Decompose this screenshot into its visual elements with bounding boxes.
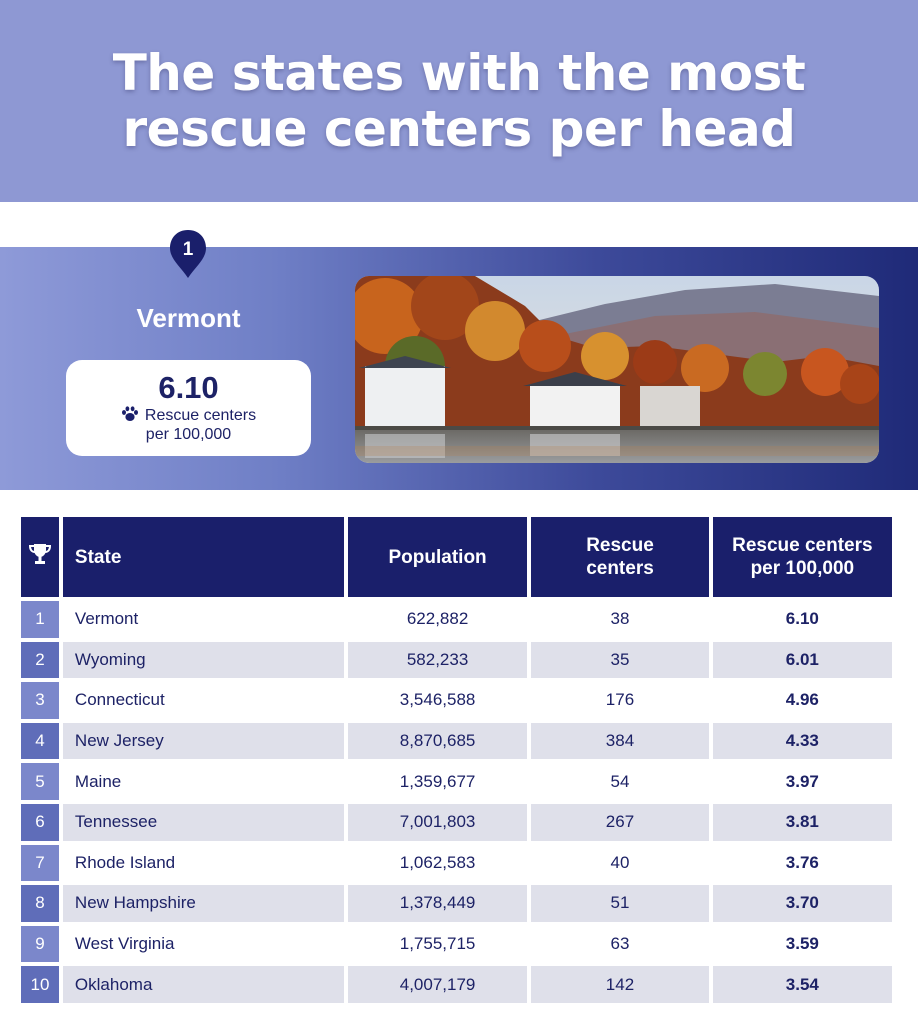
page-title: The states with the most rescue centers … <box>59 45 859 157</box>
table-row: 4 New Jersey 8,870,685 384 4.33 <box>21 722 892 760</box>
lakeside-houses-photo <box>355 276 879 463</box>
table-row: 7 Rhode Island 1,062,583 40 3.76 <box>21 844 892 882</box>
centers-cell: 63 <box>531 925 709 963</box>
rate-cell: 3.59 <box>712 925 892 963</box>
table-row: 8 New Hampshire 1,378,449 51 3.70 <box>21 885 892 922</box>
centers-cell: 38 <box>531 601 709 638</box>
rate-cell: 3.76 <box>712 844 892 882</box>
state-cell: New Jersey <box>62 722 344 760</box>
rate-cell: 6.01 <box>712 641 892 679</box>
population-cell: 1,755,715 <box>347 925 528 963</box>
population-cell: 8,870,685 <box>347 722 528 760</box>
paw-icon <box>121 406 138 421</box>
title-banner: The states with the most rescue centers … <box>0 0 918 202</box>
feature-stat-card: 6.10 Rescue centers per 100,000 <box>66 360 311 456</box>
location-pin-icon: 1 <box>170 230 206 278</box>
state-header: State <box>62 517 344 597</box>
table-row: 6 Tennessee 7,001,803 267 3.81 <box>21 803 892 841</box>
rankings-table: State Population Rescue centers Rescue c… <box>21 517 896 1007</box>
rate-cell: 6.10 <box>712 601 892 638</box>
rate-cell: 3.81 <box>712 803 892 841</box>
state-cell: Maine <box>62 763 344 800</box>
table-row: 2 Wyoming 582,233 35 6.01 <box>21 641 892 679</box>
table-row: 10 Oklahoma 4,007,179 142 3.54 <box>21 966 892 1003</box>
feature-state-name: Vermont <box>136 303 241 333</box>
population-cell: 622,882 <box>347 601 528 638</box>
table-row: 9 West Virginia 1,755,715 63 3.59 <box>21 925 892 963</box>
population-cell: 3,546,588 <box>347 682 528 719</box>
rank-cell: 4 <box>21 722 59 760</box>
trophy-icon <box>28 544 51 564</box>
rescue-centers-header: Rescue centers <box>531 517 709 597</box>
rank-cell: 7 <box>21 844 59 882</box>
population-cell: 582,233 <box>347 641 528 679</box>
feature-stat-value: 6.10 <box>158 370 219 405</box>
rank-cell: 9 <box>21 925 59 963</box>
feature-stat-label-2: per 100,000 <box>145 426 232 443</box>
rank-cell: 8 <box>21 885 59 922</box>
rate-cell: 4.33 <box>712 722 892 760</box>
centers-cell: 51 <box>531 885 709 922</box>
centers-cell: 384 <box>531 722 709 760</box>
centers-cell: 35 <box>531 641 709 679</box>
population-cell: 1,378,449 <box>347 885 528 922</box>
rank-header <box>21 517 59 597</box>
centers-cell: 54 <box>531 763 709 800</box>
state-cell: Rhode Island <box>62 844 344 882</box>
population-cell: 1,062,583 <box>347 844 528 882</box>
population-header: Population <box>347 517 528 597</box>
table-header-row: State Population Rescue centers Rescue c… <box>21 517 892 597</box>
rate-header: Rescue centers per 100,000 <box>712 517 892 597</box>
population-cell: 4,007,179 <box>347 966 528 1003</box>
state-cell: New Hampshire <box>62 885 344 922</box>
state-cell: Vermont <box>62 601 344 638</box>
centers-cell: 176 <box>531 682 709 719</box>
title-line-1: The states with the most <box>112 44 806 102</box>
rank-cell: 1 <box>21 601 59 638</box>
table-row: 1 Vermont 622,882 38 6.10 <box>21 601 892 638</box>
centers-cell: 40 <box>531 844 709 882</box>
rank-cell: 5 <box>21 763 59 800</box>
rank-cell: 2 <box>21 641 59 679</box>
population-cell: 7,001,803 <box>347 803 528 841</box>
population-cell: 1,359,677 <box>347 763 528 800</box>
feature-rank: 1 <box>183 239 194 260</box>
centers-cell: 142 <box>531 966 709 1003</box>
table-row: 5 Maine 1,359,677 54 3.97 <box>21 763 892 800</box>
rank-cell: 6 <box>21 803 59 841</box>
rank-cell: 3 <box>21 682 59 719</box>
rank-cell: 10 <box>21 966 59 1003</box>
state-cell: Oklahoma <box>62 966 344 1003</box>
state-cell: West Virginia <box>62 925 344 963</box>
state-cell: Connecticut <box>62 682 344 719</box>
centers-cell: 267 <box>531 803 709 841</box>
state-cell: Wyoming <box>62 641 344 679</box>
rate-cell: 3.70 <box>712 885 892 922</box>
table-row: 3 Connecticut 3,546,588 176 4.96 <box>21 682 892 719</box>
feature-stat-label-1: Rescue centers <box>144 407 257 424</box>
rate-cell: 3.97 <box>712 763 892 800</box>
title-line-2: rescue centers per head <box>122 100 796 158</box>
rate-cell: 3.54 <box>712 966 892 1003</box>
rate-cell: 4.96 <box>712 682 892 719</box>
state-cell: Tennessee <box>62 803 344 841</box>
